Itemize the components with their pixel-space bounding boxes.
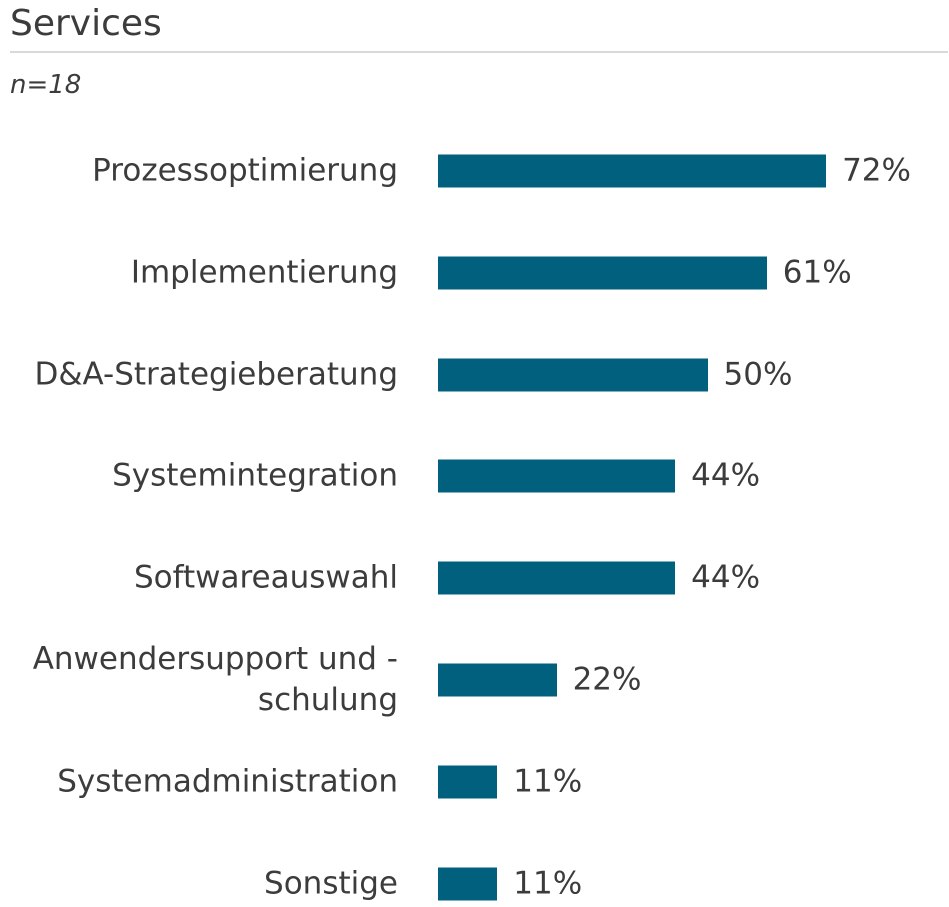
value-label: 22% (572, 661, 642, 698)
value-label: 50% (723, 356, 793, 393)
value-label: 61% (782, 254, 852, 291)
category-label: Implementierung (130, 254, 398, 291)
category-label: Prozessoptimierung (92, 152, 398, 189)
value-label: 11% (513, 865, 583, 902)
bar (438, 663, 557, 697)
bar (438, 459, 676, 493)
bar (438, 561, 676, 595)
category-label: Anwendersupport und -schulung (32, 641, 398, 718)
category-label: Systemintegration (112, 457, 398, 494)
title-divider (10, 51, 948, 53)
category-label: Softwareauswahl (133, 559, 398, 596)
value-label: 11% (513, 763, 583, 800)
category-label: Sonstige (264, 865, 398, 902)
category-label: Systemadministration (57, 763, 398, 800)
value-label: 72% (842, 152, 911, 189)
bar (438, 867, 498, 901)
bar (438, 765, 498, 799)
bar (438, 358, 708, 392)
bar (438, 256, 767, 290)
value-label: 44% (691, 559, 761, 596)
category-label: D&A-Strategieberatung (34, 356, 398, 393)
bar (438, 154, 827, 188)
value-label: 44% (691, 457, 761, 494)
chart-title: Services (10, 3, 162, 44)
sample-size-note: n=18 (10, 70, 82, 100)
